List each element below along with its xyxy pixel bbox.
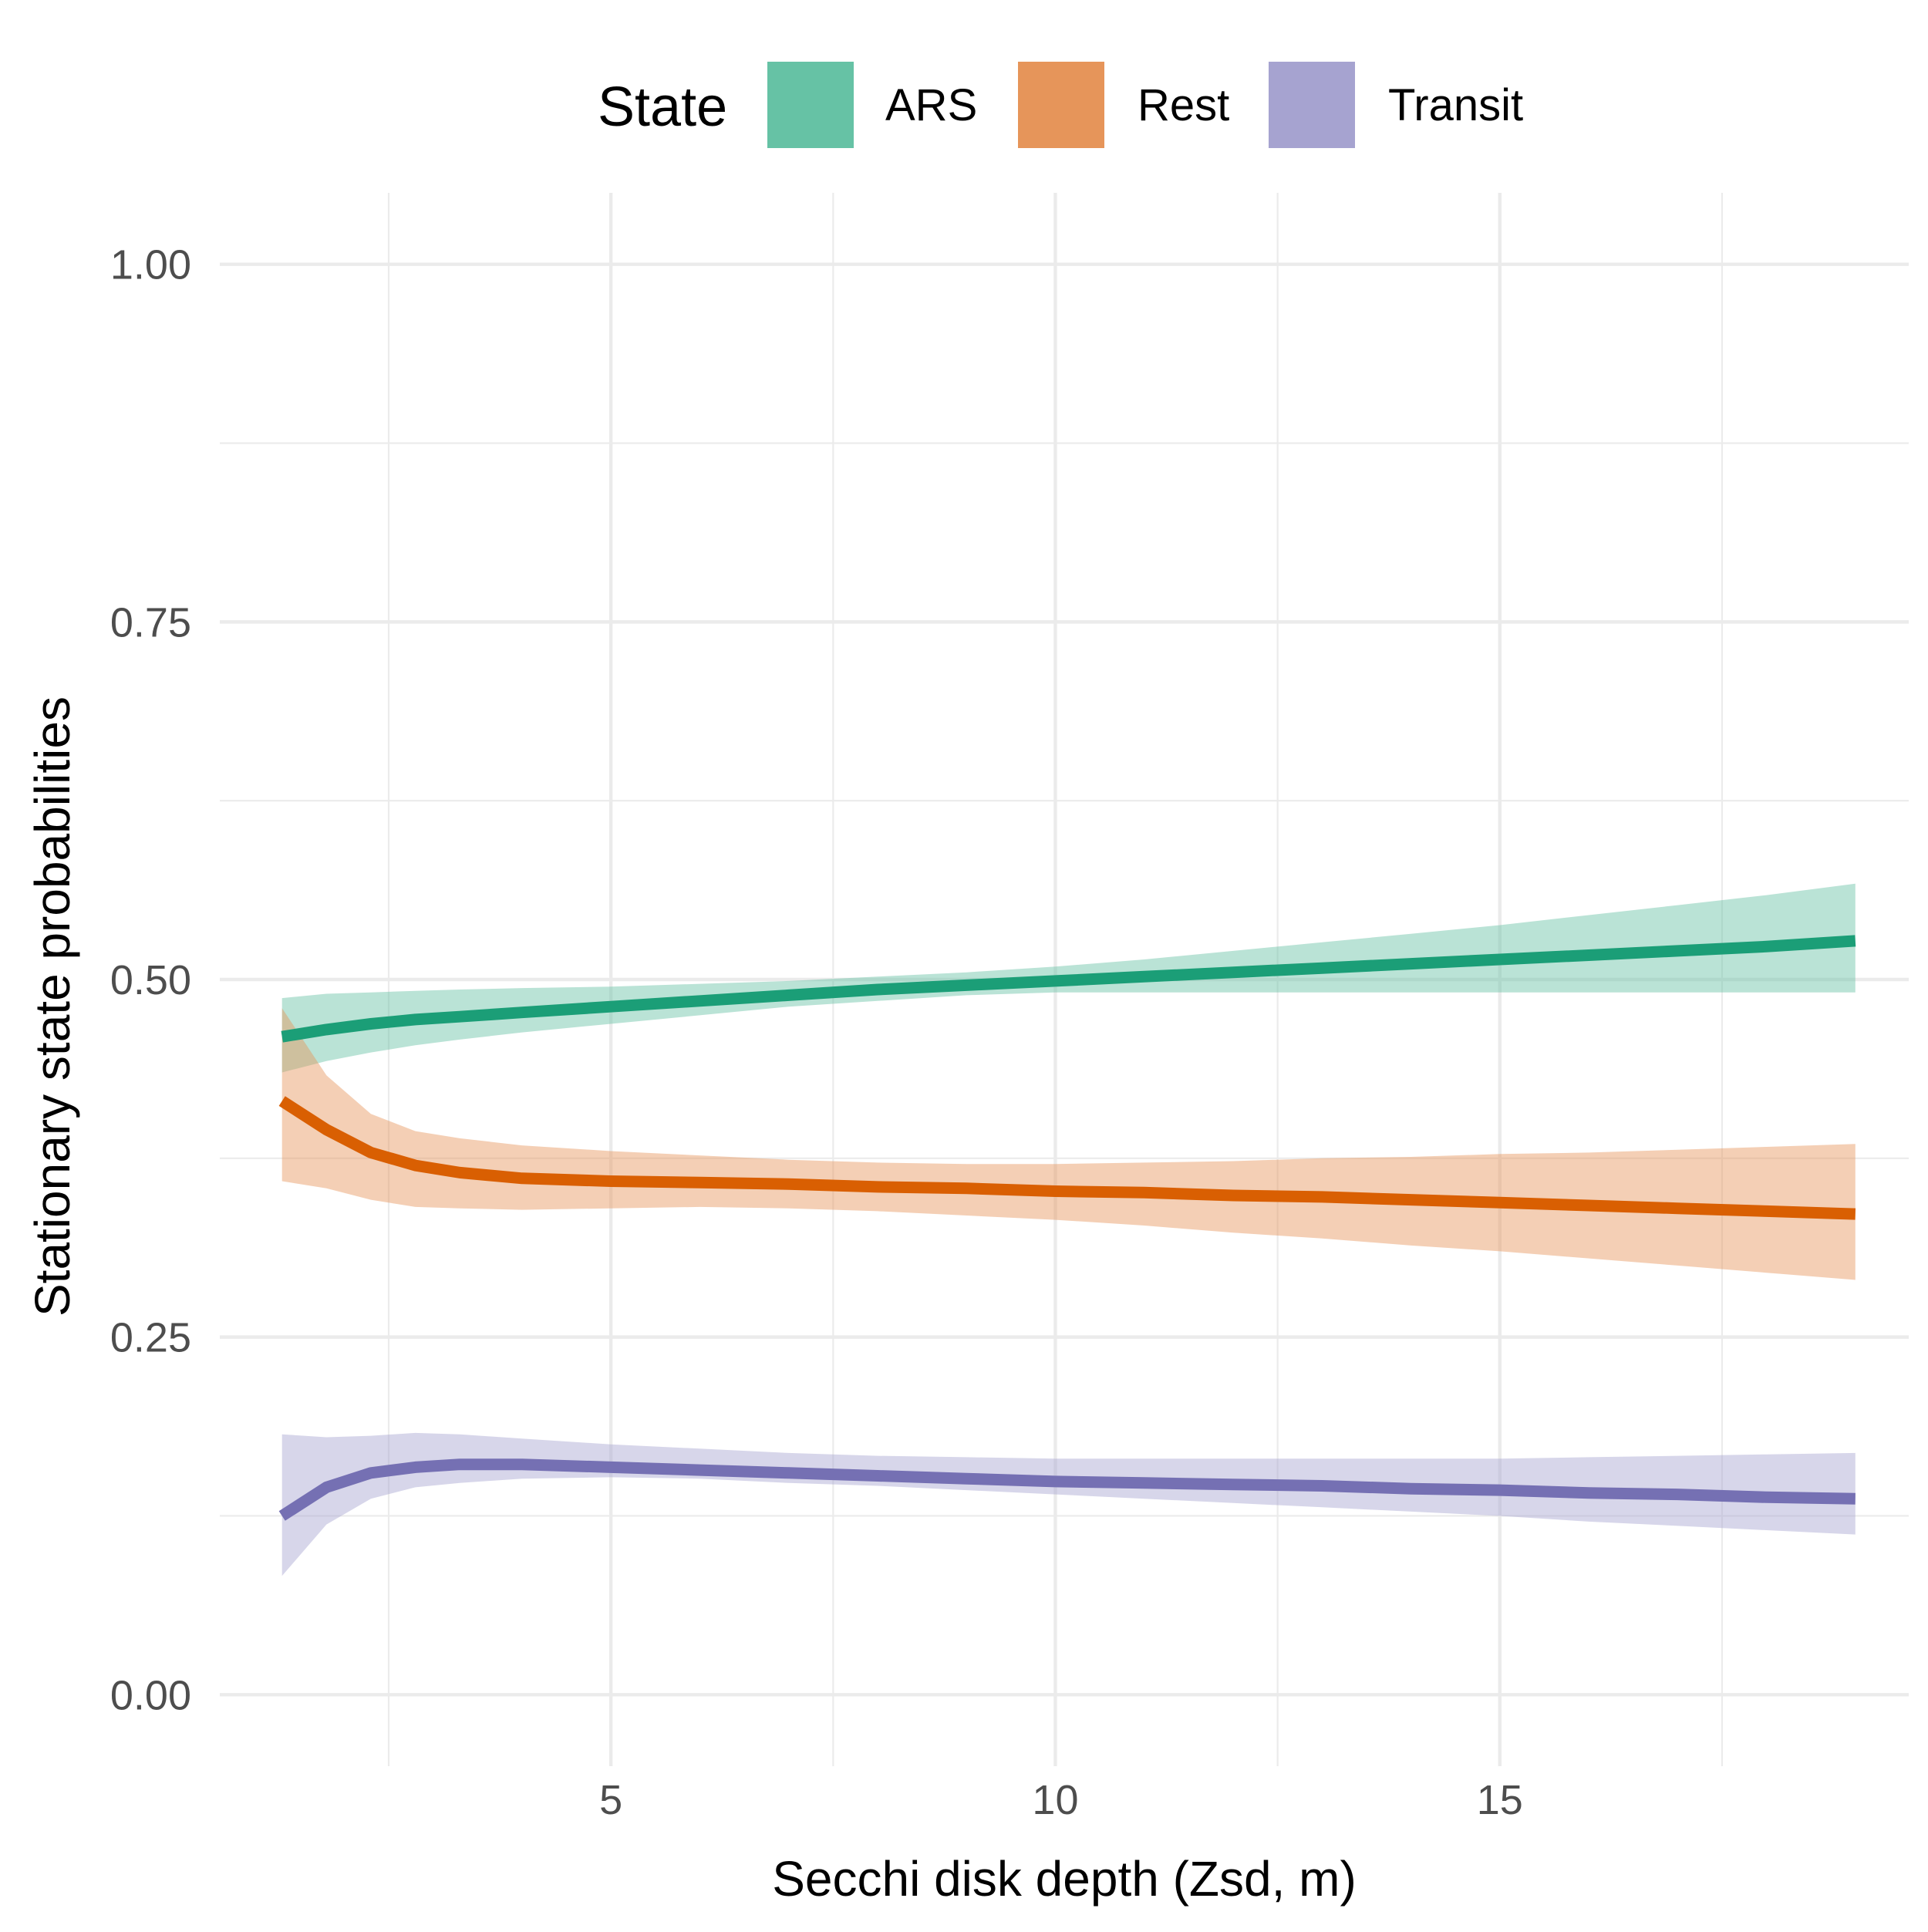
y-tick-label: 0.00 — [110, 1672, 191, 1718]
y-tick-label: 1.00 — [110, 242, 191, 288]
legend-label-ars: ARS — [885, 80, 977, 130]
legend-key-ars — [767, 62, 854, 148]
y-axis-label: Stationary state probabilities — [25, 696, 80, 1317]
x-tick-labels: 5 10 15 — [599, 1777, 1523, 1823]
y-tick-label: 0.25 — [110, 1315, 191, 1361]
series-lines — [278, 935, 1856, 1521]
legend-label-transit: Transit — [1388, 80, 1523, 130]
y-tick-labels: 0.00 0.25 0.50 0.75 1.00 — [110, 242, 191, 1719]
confidence-bands — [281, 883, 1856, 1576]
legend-key-transit — [1269, 62, 1355, 148]
rest-series-line — [278, 1096, 1856, 1220]
x-tick-label: 10 — [1032, 1777, 1078, 1823]
legend-label-rest: Rest — [1138, 80, 1229, 130]
y-tick-label: 0.75 — [110, 599, 191, 646]
transit-series-line — [278, 1458, 1856, 1521]
transit-confidence-band — [281, 1432, 1856, 1576]
rest-confidence-band — [281, 1008, 1856, 1280]
x-axis-label: Secchi disk depth (Zsd, m) — [772, 1851, 1357, 1907]
legend-title: State — [598, 76, 727, 138]
legend-key-rest — [1018, 62, 1104, 148]
x-tick-label: 15 — [1477, 1777, 1523, 1823]
x-tick-label: 5 — [599, 1777, 622, 1823]
legend: State ARS Rest Transit — [598, 62, 1523, 148]
y-tick-label: 0.50 — [110, 957, 191, 1003]
ars-series-line — [281, 935, 1856, 1043]
legend-entries: ARS Rest Transit — [767, 62, 1523, 148]
